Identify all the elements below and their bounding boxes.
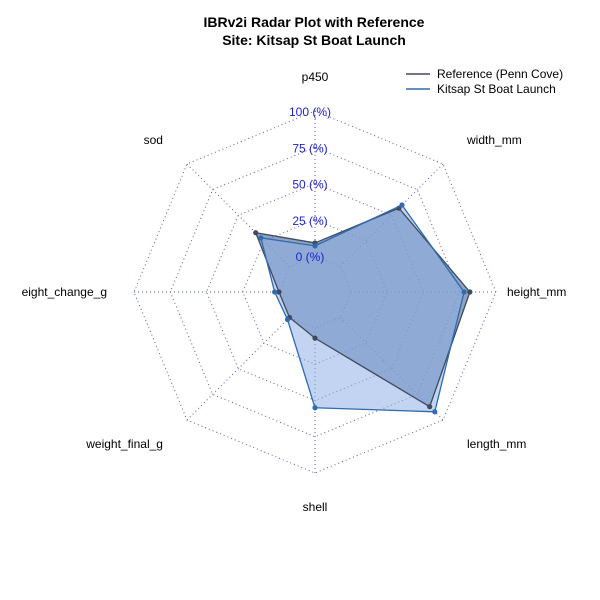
grid-ring-25 <box>242 219 388 365</box>
tick-label-100: 100 (%) <box>289 105 331 119</box>
series-0-point-length_mm <box>427 404 433 410</box>
series-0-point-shell <box>312 335 318 341</box>
tick-label-0: 0 (%) <box>296 250 325 264</box>
series-1-point-eight_change_g <box>272 289 278 295</box>
chart-title-line1: IBRv2i Radar Plot with Reference <box>204 14 425 30</box>
series-0-point-eight_change_g <box>276 289 282 295</box>
axis-label-length_mm: length_mm <box>467 437 526 451</box>
legend-label-reference: Reference (Penn Cove) <box>437 67 563 81</box>
series-1-point-p450 <box>312 243 318 249</box>
grid-ring-100 <box>133 110 497 474</box>
radial-tick-labels: 0 (%) 25 (%) 50 (%) 75 (%) 100 (%) <box>289 105 331 264</box>
tick-label-50: 50 (%) <box>292 178 327 192</box>
series-1-point-height_mm <box>461 289 467 295</box>
axis-label-width_mm: width_mm <box>466 133 522 147</box>
axis-label-height_mm: height_mm <box>507 285 566 299</box>
series-1-point-shell <box>312 405 318 411</box>
axis-label-weight_final_g: weight_final_g <box>85 437 163 451</box>
spoke-weight_final_g <box>186 317 290 421</box>
tick-label-25: 25 (%) <box>292 214 327 228</box>
series-1-point-width_mm <box>399 202 405 208</box>
legend-label-site: Kitsap St Boat Launch <box>437 82 556 96</box>
series-1-point-length_mm <box>432 409 438 415</box>
axis-label-sod: sod <box>144 133 163 147</box>
series-1-point-sod <box>258 235 264 241</box>
axis-label-eight_change_g: eight_change_g <box>22 285 107 299</box>
legend: Reference (Penn Cove) Kitsap St Boat Lau… <box>406 67 563 96</box>
series-0-point-sod <box>253 230 259 236</box>
axis-label-p450: p450 <box>302 70 329 84</box>
series-area-1 <box>260 205 465 412</box>
series-1-point-weight_final_g <box>284 316 291 323</box>
series-0-point-height_mm <box>467 289 473 295</box>
tick-label-75: 75 (%) <box>292 141 327 155</box>
radar-series <box>253 202 473 415</box>
axis-label-shell: shell <box>303 500 328 514</box>
chart-title-line2: Site: Kitsap St Boat Launch <box>222 32 406 48</box>
